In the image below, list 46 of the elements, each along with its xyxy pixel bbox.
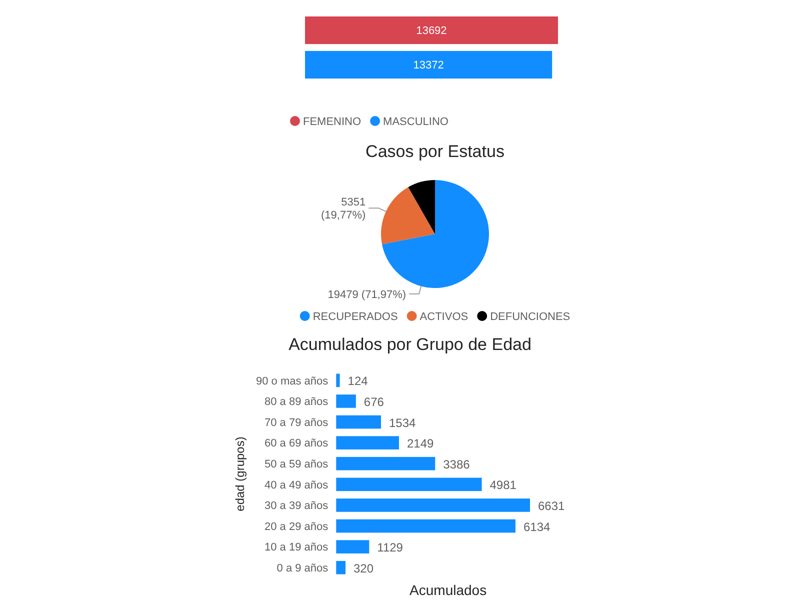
bar	[336, 436, 399, 450]
pie-slice	[382, 180, 489, 288]
data-label: 13692	[416, 25, 447, 38]
bar	[336, 498, 530, 512]
y-tick-label: 0 a 9 años	[276, 562, 329, 574]
y-tick-label: 50 a 59 años	[264, 458, 329, 470]
legend-label: DEFUNCIONES	[490, 310, 570, 323]
data-label: 320	[354, 561, 374, 576]
data-label: 19479 (71,97%)	[328, 288, 406, 301]
data-label: 3386	[443, 457, 470, 472]
bar	[336, 394, 356, 408]
data-label: 13372	[413, 60, 444, 72]
y-tick-label: 10 a 19 años	[264, 542, 329, 554]
chart-title: Casos por Estatus	[366, 142, 504, 161]
data-label: 676	[364, 395, 384, 409]
y-tick-label: 60 a 69 años	[264, 438, 329, 450]
legend-label: FEMENINO	[303, 116, 362, 128]
bar	[336, 540, 370, 554]
bar	[336, 374, 340, 388]
legend-label: MASCULINO	[383, 116, 449, 128]
data-label: 6631	[538, 499, 566, 513]
y-tick-label: 30 a 39 años	[264, 500, 329, 512]
data-label: 124	[348, 374, 368, 388]
y-tick-label: 80 a 89 años	[264, 396, 329, 408]
bar	[336, 560, 346, 574]
pie-slice	[408, 180, 435, 234]
bar	[336, 415, 381, 429]
data-label: 4981	[490, 478, 517, 492]
legend-label: ACTIVOS	[420, 310, 468, 323]
y-axis-title: edad (grupos)	[233, 436, 247, 512]
y-tick-label: 20 a 29 años	[264, 520, 329, 533]
data-label: 6134	[523, 520, 550, 534]
x-axis-title: Acumulados	[410, 582, 487, 598]
y-tick-label: 90 o mas años	[256, 375, 329, 388]
legend-label: RECUPERADOS	[312, 310, 398, 323]
data-label: 1129	[377, 540, 404, 555]
pie-slice	[381, 187, 435, 244]
data-label: 1534	[389, 416, 416, 430]
chart-title: Acumulados por Grupo de Edad	[288, 335, 532, 354]
bar	[336, 519, 516, 533]
data-label: 2149	[406, 436, 434, 451]
y-tick-label: 40 a 49 años	[264, 479, 329, 492]
bar	[336, 478, 482, 492]
data-label: 5351 (19,77%)	[321, 196, 366, 222]
bar	[336, 456, 436, 470]
y-tick-label: 70 a 79 años	[264, 416, 329, 429]
